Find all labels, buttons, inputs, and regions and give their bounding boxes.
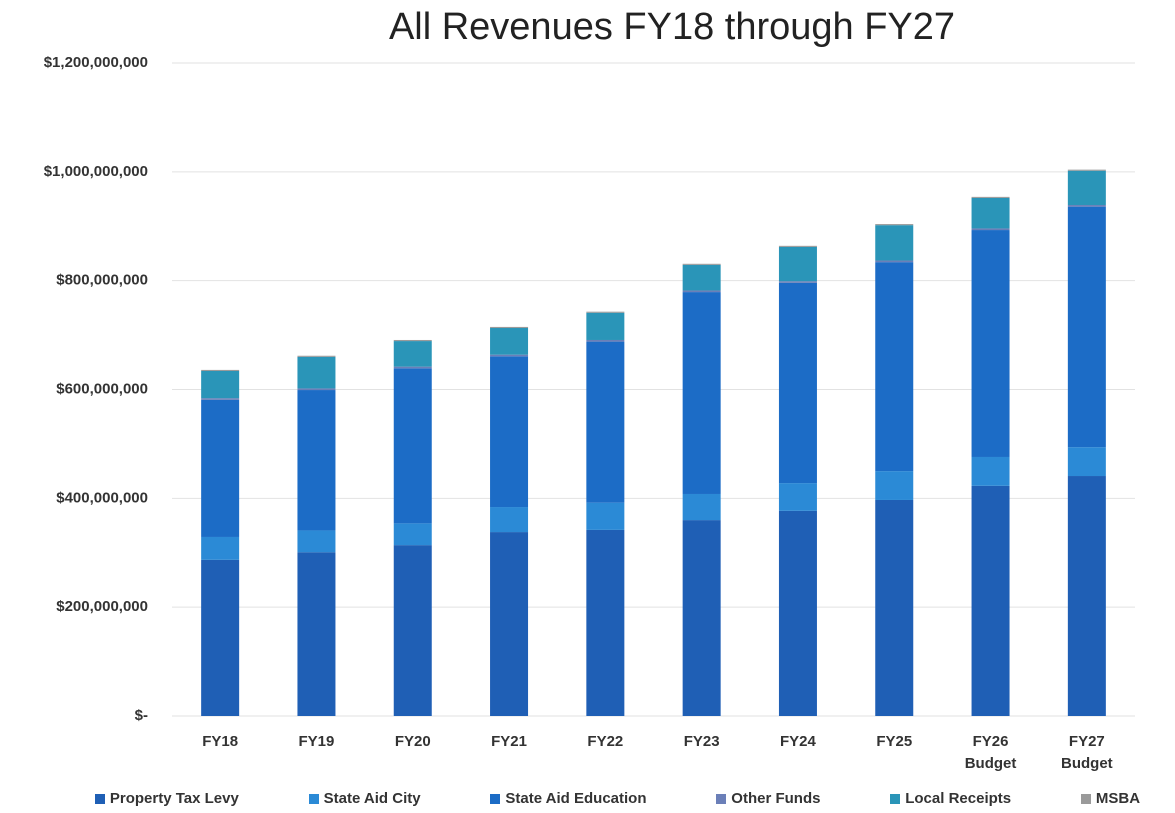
y-tick-label: $800,000,000 — [56, 272, 148, 289]
bar-segment — [875, 499, 914, 716]
bar-segment — [971, 230, 1010, 457]
bar-segment — [586, 312, 625, 340]
legend-item: MSBA — [1080, 790, 1141, 807]
bar-segment — [393, 545, 432, 716]
bar-segment — [971, 456, 1010, 486]
bar-segment — [393, 366, 432, 369]
legend-item: Property Tax Levy — [94, 790, 239, 807]
bar-segment — [393, 341, 432, 367]
bar-segment — [778, 281, 817, 283]
y-tick-label: $400,000,000 — [56, 489, 148, 506]
bar-segment — [875, 260, 914, 263]
bar-segment — [297, 388, 336, 391]
bar-segment — [586, 311, 625, 313]
y-tick-label: $600,000,000 — [56, 380, 148, 397]
bar-segment — [875, 225, 914, 261]
bar-segment — [490, 507, 529, 533]
legend-label: Property Tax Levy — [109, 790, 239, 807]
bar-segment — [778, 282, 817, 484]
legend-item: Other Funds — [716, 790, 820, 807]
x-tick-label: FY18 — [202, 733, 239, 750]
bar-segment — [297, 355, 336, 357]
bar-segment — [393, 339, 432, 342]
bar-segment — [1067, 447, 1106, 477]
bar-segment — [875, 471, 914, 500]
bar-segment — [201, 536, 240, 560]
bar-segment — [682, 263, 721, 265]
bar-segment — [201, 399, 240, 537]
bar-segment — [971, 197, 1010, 229]
legend-swatch — [94, 793, 105, 804]
bar-segment — [1067, 169, 1106, 171]
bar-segment — [490, 326, 529, 329]
bar-segment — [297, 552, 336, 716]
x-tick-label: FY26 Budget — [964, 733, 1017, 772]
legend-swatch — [308, 793, 319, 804]
bar-segment — [1067, 170, 1106, 206]
legend-swatch — [890, 793, 901, 804]
bar-segment — [1067, 206, 1106, 448]
bar-segment — [586, 502, 625, 530]
legend-label: Local Receipts — [905, 790, 1012, 807]
y-tick-label: $1,200,000,000 — [44, 54, 148, 71]
legend-swatch — [1080, 793, 1091, 804]
bar-segment — [201, 369, 240, 371]
chart-title: All Revenues FY18 through FY27 — [388, 6, 956, 48]
x-tick-label: FY27 Budget — [1061, 733, 1113, 772]
legend-item: State Aid City — [308, 790, 421, 807]
bar-segment — [1067, 476, 1106, 716]
bar-segment — [586, 529, 625, 716]
bar-segment — [875, 262, 914, 472]
bar-segment — [1067, 205, 1106, 207]
legend-item: State Aid Education — [490, 790, 647, 807]
bar-segment — [297, 356, 336, 389]
x-tick-label: FY21 — [491, 733, 527, 750]
bar-segment — [778, 245, 817, 247]
legend-swatch — [490, 793, 501, 804]
bar-segment — [201, 559, 240, 716]
legend-label: MSBA — [1095, 790, 1141, 807]
bar-segment — [586, 341, 625, 503]
x-tick-label: FY25 — [876, 733, 913, 750]
bar-segment — [875, 224, 914, 226]
legend-label: State Aid City — [323, 790, 421, 807]
bar-segment — [682, 292, 721, 494]
bar-segment — [297, 390, 336, 531]
x-tick-label: FY24 — [780, 733, 816, 750]
bar-segment — [201, 370, 240, 399]
legend-label: State Aid Education — [505, 790, 647, 807]
bar-segment — [682, 264, 721, 291]
bar-segment — [393, 368, 432, 524]
bar-segment — [490, 532, 529, 716]
legend: Property Tax Levy State Aid City State Aid… — [0, 790, 1175, 807]
legend-item: Local Receipts — [890, 790, 1011, 807]
bar-segment — [971, 196, 1010, 198]
y-tick-label: $1,000,000,000 — [44, 163, 148, 180]
bar-segment — [682, 290, 721, 293]
x-tick-label: FY23 — [683, 733, 720, 750]
x-tick-label: FY20 — [394, 733, 431, 750]
bar-segment — [201, 398, 240, 400]
y-tick-label: $200,000,000 — [56, 598, 148, 615]
bar-segment — [297, 530, 336, 553]
y-tick-label: $- — [135, 707, 148, 724]
bar-segment — [490, 354, 529, 357]
bar-segment — [971, 228, 1010, 231]
x-tick-label: FY19 — [298, 733, 335, 750]
bar-segment — [393, 523, 432, 546]
legend-swatch — [716, 793, 727, 804]
bar-segment — [682, 493, 721, 521]
bar-segment — [490, 356, 529, 508]
x-tick-label: FY22 — [587, 733, 624, 750]
bar-segment — [778, 483, 817, 511]
bar-segment — [586, 339, 625, 342]
bar-segment — [971, 485, 1010, 716]
legend-label: Other Funds — [731, 790, 821, 807]
bar-segment — [778, 246, 817, 282]
bar-segment — [778, 510, 817, 716]
bar-segment — [682, 520, 721, 716]
bar-segment — [490, 328, 529, 355]
